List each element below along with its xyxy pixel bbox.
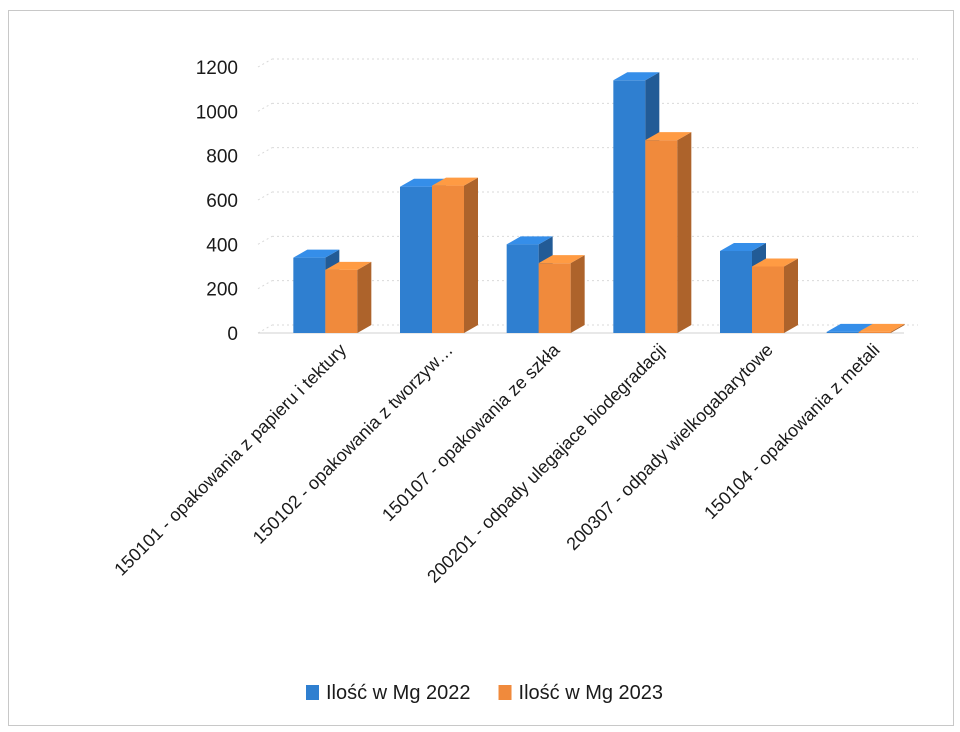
bar-top bbox=[293, 249, 340, 258]
bar-front bbox=[752, 266, 784, 333]
gridline-depth bbox=[257, 324, 273, 334]
x-tick-label: 150102 - opakowania z tworzyw… bbox=[249, 340, 457, 548]
bar-top bbox=[538, 255, 585, 264]
bar-top bbox=[752, 258, 798, 267]
legend-label: Ilość w Mg 2023 bbox=[519, 682, 664, 704]
bar-top bbox=[826, 323, 873, 332]
bar-front bbox=[826, 331, 859, 333]
legend-swatch bbox=[498, 685, 512, 700]
bar-side bbox=[570, 255, 585, 333]
x-tick-label: 200307 - odpady wielkogabarytowe bbox=[562, 340, 776, 554]
bar-side bbox=[464, 177, 478, 333]
chart-frame bbox=[8, 10, 954, 726]
bar-front bbox=[645, 140, 678, 333]
bar-top bbox=[432, 177, 478, 186]
gridline-depth bbox=[257, 280, 273, 290]
bar bbox=[645, 132, 692, 333]
bar-side bbox=[890, 323, 905, 333]
bar-side bbox=[357, 261, 372, 333]
y-tick-label: 400 bbox=[206, 235, 238, 256]
x-tick-label: 150101 - opakowania z papieru i tektury bbox=[110, 340, 350, 580]
bar-top bbox=[506, 236, 553, 245]
y-tick-label: 800 bbox=[206, 147, 238, 168]
bar-front bbox=[400, 186, 432, 333]
x-tick-label: 150107 - opakowania ze szkła bbox=[378, 339, 564, 525]
gridline-depth bbox=[257, 102, 273, 112]
gridline-depth bbox=[257, 191, 273, 201]
y-tick-label: 1000 bbox=[196, 102, 238, 123]
bar-front bbox=[325, 269, 358, 333]
bar-front bbox=[506, 244, 539, 333]
gridline-depth bbox=[257, 235, 273, 245]
y-tick-label: 600 bbox=[206, 191, 238, 212]
legend-label: Ilość w Mg 2022 bbox=[326, 682, 471, 704]
bar-top bbox=[858, 323, 905, 332]
bar-front bbox=[613, 80, 646, 333]
bar-side bbox=[677, 132, 692, 333]
x-tick-label: 200201 - odpady ulegajace biodegradacji bbox=[423, 340, 670, 587]
bar bbox=[858, 323, 905, 333]
bar-top bbox=[325, 261, 372, 270]
bar-front bbox=[432, 185, 464, 333]
bar-top bbox=[720, 242, 766, 251]
bar-front bbox=[858, 331, 891, 333]
x-tick-label: 150104 - opakowania z metali bbox=[700, 340, 883, 523]
bar-front bbox=[293, 257, 326, 333]
bar bbox=[325, 261, 372, 333]
bar-top bbox=[613, 72, 660, 81]
bar bbox=[752, 258, 798, 333]
y-tick-label: 0 bbox=[227, 324, 238, 345]
bar-front bbox=[538, 263, 571, 333]
bar bbox=[432, 177, 478, 333]
gridline-depth bbox=[257, 58, 273, 68]
gridline-depth bbox=[257, 147, 273, 157]
bar-front bbox=[720, 250, 752, 333]
y-tick-label: 200 bbox=[206, 280, 238, 301]
bar bbox=[538, 255, 585, 333]
legend-swatch bbox=[306, 685, 319, 700]
bar-top bbox=[645, 132, 692, 141]
y-tick-label: 1200 bbox=[196, 58, 238, 79]
bar-side bbox=[784, 258, 798, 333]
